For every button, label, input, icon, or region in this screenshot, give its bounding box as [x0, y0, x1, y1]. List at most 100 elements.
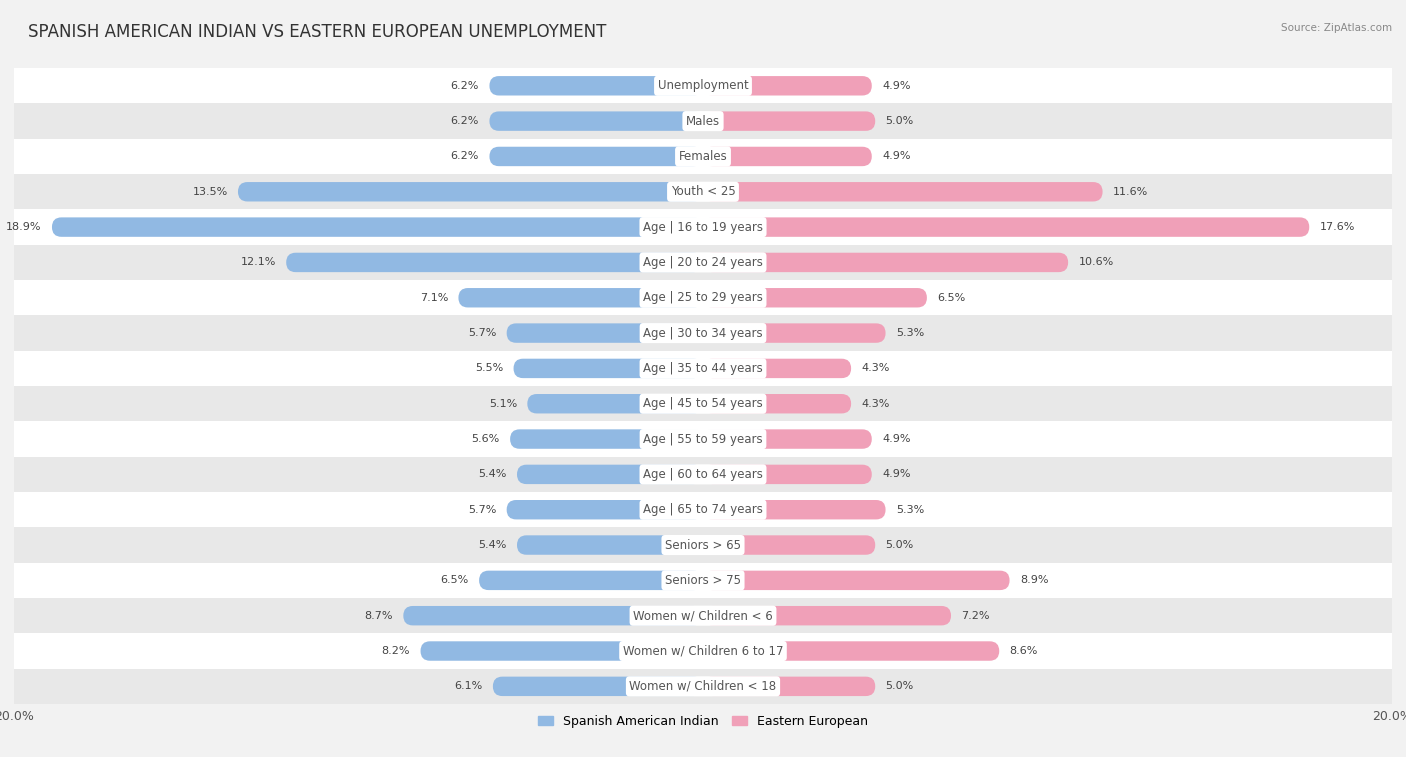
Text: 5.1%: 5.1%	[489, 399, 517, 409]
Bar	[14, 316, 1392, 350]
Text: Age | 65 to 74 years: Age | 65 to 74 years	[643, 503, 763, 516]
FancyBboxPatch shape	[506, 323, 703, 343]
FancyBboxPatch shape	[703, 394, 851, 413]
Text: 4.3%: 4.3%	[862, 363, 890, 373]
Bar	[14, 668, 1392, 704]
Text: Youth < 25: Youth < 25	[671, 185, 735, 198]
FancyBboxPatch shape	[517, 535, 703, 555]
Text: 5.3%: 5.3%	[896, 328, 924, 338]
Text: Females: Females	[679, 150, 727, 163]
FancyBboxPatch shape	[703, 253, 1069, 273]
Text: Age | 55 to 59 years: Age | 55 to 59 years	[643, 432, 763, 446]
Text: 7.1%: 7.1%	[420, 293, 449, 303]
Text: Seniors > 65: Seniors > 65	[665, 538, 741, 552]
FancyBboxPatch shape	[458, 288, 703, 307]
FancyBboxPatch shape	[494, 677, 703, 696]
Text: Women w/ Children < 6: Women w/ Children < 6	[633, 609, 773, 622]
Bar	[14, 174, 1392, 210]
FancyBboxPatch shape	[510, 429, 703, 449]
Text: 5.5%: 5.5%	[475, 363, 503, 373]
Text: Age | 35 to 44 years: Age | 35 to 44 years	[643, 362, 763, 375]
Text: 5.4%: 5.4%	[478, 469, 506, 479]
FancyBboxPatch shape	[489, 111, 703, 131]
Text: Age | 45 to 54 years: Age | 45 to 54 years	[643, 397, 763, 410]
Bar	[14, 422, 1392, 456]
Legend: Spanish American Indian, Eastern European: Spanish American Indian, Eastern Europea…	[533, 710, 873, 733]
Text: 5.0%: 5.0%	[886, 540, 914, 550]
Bar	[14, 245, 1392, 280]
Text: 5.4%: 5.4%	[478, 540, 506, 550]
Text: Age | 20 to 24 years: Age | 20 to 24 years	[643, 256, 763, 269]
Text: Women w/ Children < 18: Women w/ Children < 18	[630, 680, 776, 693]
FancyBboxPatch shape	[703, 641, 1000, 661]
Text: 11.6%: 11.6%	[1114, 187, 1149, 197]
Text: 4.9%: 4.9%	[882, 81, 911, 91]
Text: SPANISH AMERICAN INDIAN VS EASTERN EUROPEAN UNEMPLOYMENT: SPANISH AMERICAN INDIAN VS EASTERN EUROP…	[28, 23, 606, 41]
FancyBboxPatch shape	[52, 217, 703, 237]
Text: Age | 16 to 19 years: Age | 16 to 19 years	[643, 220, 763, 234]
Text: Source: ZipAtlas.com: Source: ZipAtlas.com	[1281, 23, 1392, 33]
FancyBboxPatch shape	[479, 571, 703, 590]
Text: 5.7%: 5.7%	[468, 505, 496, 515]
Bar	[14, 104, 1392, 139]
FancyBboxPatch shape	[489, 147, 703, 167]
FancyBboxPatch shape	[703, 571, 1010, 590]
Text: 6.5%: 6.5%	[440, 575, 468, 585]
FancyBboxPatch shape	[703, 76, 872, 95]
FancyBboxPatch shape	[287, 253, 703, 273]
Bar	[14, 598, 1392, 634]
Bar	[14, 280, 1392, 316]
FancyBboxPatch shape	[703, 288, 927, 307]
FancyBboxPatch shape	[703, 465, 872, 484]
Text: 6.2%: 6.2%	[451, 81, 479, 91]
Text: Unemployment: Unemployment	[658, 79, 748, 92]
Text: 5.3%: 5.3%	[896, 505, 924, 515]
Text: Males: Males	[686, 114, 720, 128]
Text: 4.9%: 4.9%	[882, 151, 911, 161]
FancyBboxPatch shape	[527, 394, 703, 413]
Text: Age | 60 to 64 years: Age | 60 to 64 years	[643, 468, 763, 481]
FancyBboxPatch shape	[404, 606, 703, 625]
Text: 4.9%: 4.9%	[882, 434, 911, 444]
Text: 4.3%: 4.3%	[862, 399, 890, 409]
FancyBboxPatch shape	[703, 323, 886, 343]
FancyBboxPatch shape	[703, 606, 950, 625]
Text: 6.2%: 6.2%	[451, 116, 479, 126]
FancyBboxPatch shape	[703, 182, 1102, 201]
Bar	[14, 68, 1392, 104]
FancyBboxPatch shape	[703, 535, 875, 555]
Text: 10.6%: 10.6%	[1078, 257, 1114, 267]
FancyBboxPatch shape	[420, 641, 703, 661]
Text: 4.9%: 4.9%	[882, 469, 911, 479]
Bar	[14, 492, 1392, 528]
Text: 5.6%: 5.6%	[471, 434, 499, 444]
Bar	[14, 456, 1392, 492]
FancyBboxPatch shape	[703, 111, 875, 131]
Text: 18.9%: 18.9%	[6, 222, 42, 232]
Bar	[14, 210, 1392, 245]
FancyBboxPatch shape	[489, 76, 703, 95]
FancyBboxPatch shape	[238, 182, 703, 201]
FancyBboxPatch shape	[517, 465, 703, 484]
Text: 6.2%: 6.2%	[451, 151, 479, 161]
FancyBboxPatch shape	[703, 677, 875, 696]
FancyBboxPatch shape	[703, 500, 886, 519]
Bar	[14, 139, 1392, 174]
FancyBboxPatch shape	[703, 217, 1309, 237]
Text: 12.1%: 12.1%	[240, 257, 276, 267]
Text: 5.0%: 5.0%	[886, 116, 914, 126]
Text: Seniors > 75: Seniors > 75	[665, 574, 741, 587]
Text: 6.1%: 6.1%	[454, 681, 482, 691]
Text: 8.2%: 8.2%	[381, 646, 411, 656]
FancyBboxPatch shape	[703, 147, 872, 167]
Text: Age | 25 to 29 years: Age | 25 to 29 years	[643, 291, 763, 304]
Text: 17.6%: 17.6%	[1320, 222, 1355, 232]
Text: 5.0%: 5.0%	[886, 681, 914, 691]
Bar	[14, 386, 1392, 422]
Text: 8.6%: 8.6%	[1010, 646, 1038, 656]
FancyBboxPatch shape	[703, 429, 872, 449]
Text: Women w/ Children 6 to 17: Women w/ Children 6 to 17	[623, 644, 783, 658]
FancyBboxPatch shape	[506, 500, 703, 519]
Bar	[14, 634, 1392, 668]
Text: 8.9%: 8.9%	[1019, 575, 1049, 585]
